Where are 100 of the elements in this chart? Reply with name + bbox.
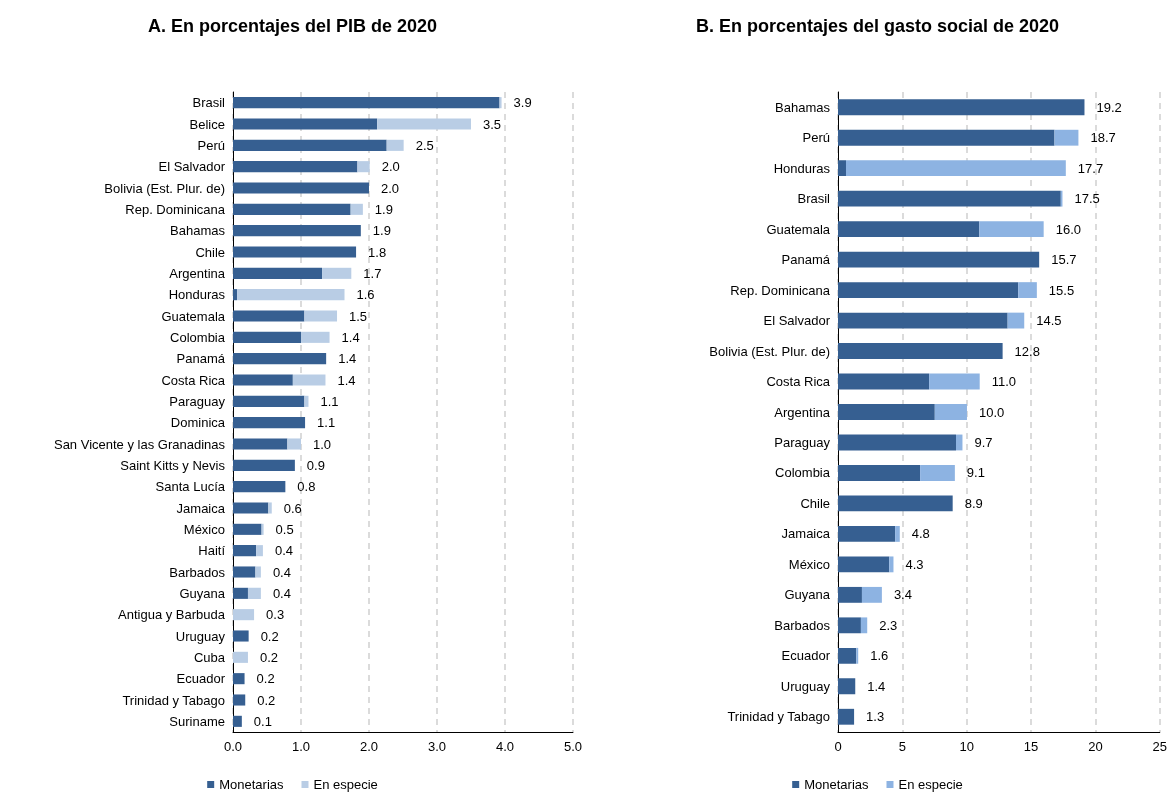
y-tick-label: Guyana [784, 587, 831, 603]
total-label: 1.3 [866, 709, 885, 725]
y-tick-label: Barbados [774, 617, 831, 633]
bar [838, 282, 1019, 299]
y-tick-label: Saint Kitts y Nevis [120, 457, 226, 473]
y-tick-label: Cuba [193, 649, 226, 665]
y-tick-label: Colombia [775, 465, 831, 481]
x-tick-label: 25 [1152, 739, 1167, 754]
bar [256, 545, 263, 557]
bar [233, 246, 357, 258]
bar [1007, 312, 1025, 329]
y-tick-label: Santa Lucía [155, 479, 226, 495]
y-tick-label: Suriname [169, 713, 225, 729]
bar [233, 267, 323, 279]
bar [233, 523, 262, 535]
bar [838, 647, 857, 664]
bar [1054, 129, 1079, 146]
bar [233, 161, 358, 173]
bar [233, 331, 301, 343]
y-tick-label: Chile [800, 495, 830, 511]
bar [838, 586, 862, 603]
total-label: 0.2 [257, 692, 276, 708]
bar [233, 566, 256, 578]
bar [233, 182, 369, 194]
x-tick-label: 0 [834, 739, 842, 754]
x-tick-label: 15 [1023, 739, 1039, 754]
bar [838, 99, 1085, 116]
total-label: 0.5 [275, 521, 294, 537]
total-label: 0.2 [260, 628, 279, 644]
y-tick-label: Panamá [176, 351, 226, 367]
y-tick-label: Trinidad y Tabago [122, 692, 225, 708]
bar [386, 139, 404, 151]
total-label: 1.8 [368, 244, 387, 260]
bar [860, 617, 868, 634]
bar [233, 481, 286, 493]
x-tick-label: 2.0 [359, 739, 379, 754]
total-label: 0.9 [306, 457, 325, 473]
legend-label: En especie [898, 777, 963, 792]
x-tick-label: 10 [959, 739, 974, 754]
bar [838, 404, 935, 420]
bar [838, 160, 846, 177]
bar [357, 161, 370, 173]
bar [233, 651, 248, 663]
total-label: 0.8 [297, 479, 316, 495]
y-tick-label: Ecuador [781, 648, 831, 664]
total-label: 0.4 [272, 564, 291, 580]
bar [1018, 282, 1037, 299]
y-tick-label: Brasil [192, 95, 226, 111]
legend-label: Monetarias [804, 777, 869, 792]
total-label: 4.3 [905, 556, 924, 572]
bar [233, 225, 361, 237]
bar [920, 465, 955, 481]
total-label: 0.3 [266, 607, 285, 623]
bar [233, 353, 327, 365]
bar [233, 97, 500, 109]
total-label: 1.4 [341, 329, 360, 345]
total-label: 1.4 [338, 351, 357, 367]
bar [233, 715, 242, 727]
y-tick-label: San Vicente y las Granadinas [53, 436, 226, 452]
total-label: 0.2 [256, 671, 275, 687]
total-label: 19.2 [1096, 99, 1122, 115]
total-label: 0.1 [253, 713, 272, 729]
y-tick-label: Bahamas [775, 99, 831, 115]
bar [268, 502, 272, 514]
x-tick-label: 20 [1088, 739, 1103, 754]
y-tick-label: Jamaica [176, 500, 226, 516]
bar [233, 374, 293, 386]
y-tick-label: Guatemala [766, 221, 831, 237]
bar [838, 525, 896, 542]
bar [233, 609, 255, 621]
total-label: 14.5 [1036, 313, 1062, 329]
y-tick-label: Honduras [773, 160, 831, 176]
y-tick-label: Argentina [169, 265, 226, 281]
bar [889, 556, 894, 573]
bar [838, 190, 1061, 207]
x-tick-label: 0.0 [223, 739, 243, 754]
bar [934, 404, 967, 420]
total-label: 1.1 [317, 415, 336, 431]
legend-label: En especie [313, 777, 378, 792]
total-label: 1.1 [320, 393, 339, 409]
bar [287, 438, 301, 450]
total-label: 1.6 [356, 287, 375, 303]
bar [233, 139, 387, 151]
bar [233, 118, 378, 130]
total-label: 1.9 [372, 223, 391, 239]
y-tick-label: Bolivia (Est. Plur. de) [709, 343, 830, 359]
bar [838, 343, 1003, 359]
x-tick-label: 5 [898, 739, 906, 754]
bar [895, 525, 900, 542]
y-tick-label: Jamaica [781, 526, 831, 542]
total-label: 2.3 [879, 617, 898, 633]
bar [261, 523, 264, 535]
bar [292, 374, 326, 386]
bar [838, 373, 930, 390]
total-label: 2.5 [415, 137, 434, 153]
bar [304, 395, 309, 407]
y-tick-label: Guatemala [161, 308, 226, 324]
bar [838, 495, 953, 512]
bar [300, 331, 330, 343]
total-label: 11.0 [991, 374, 1017, 390]
